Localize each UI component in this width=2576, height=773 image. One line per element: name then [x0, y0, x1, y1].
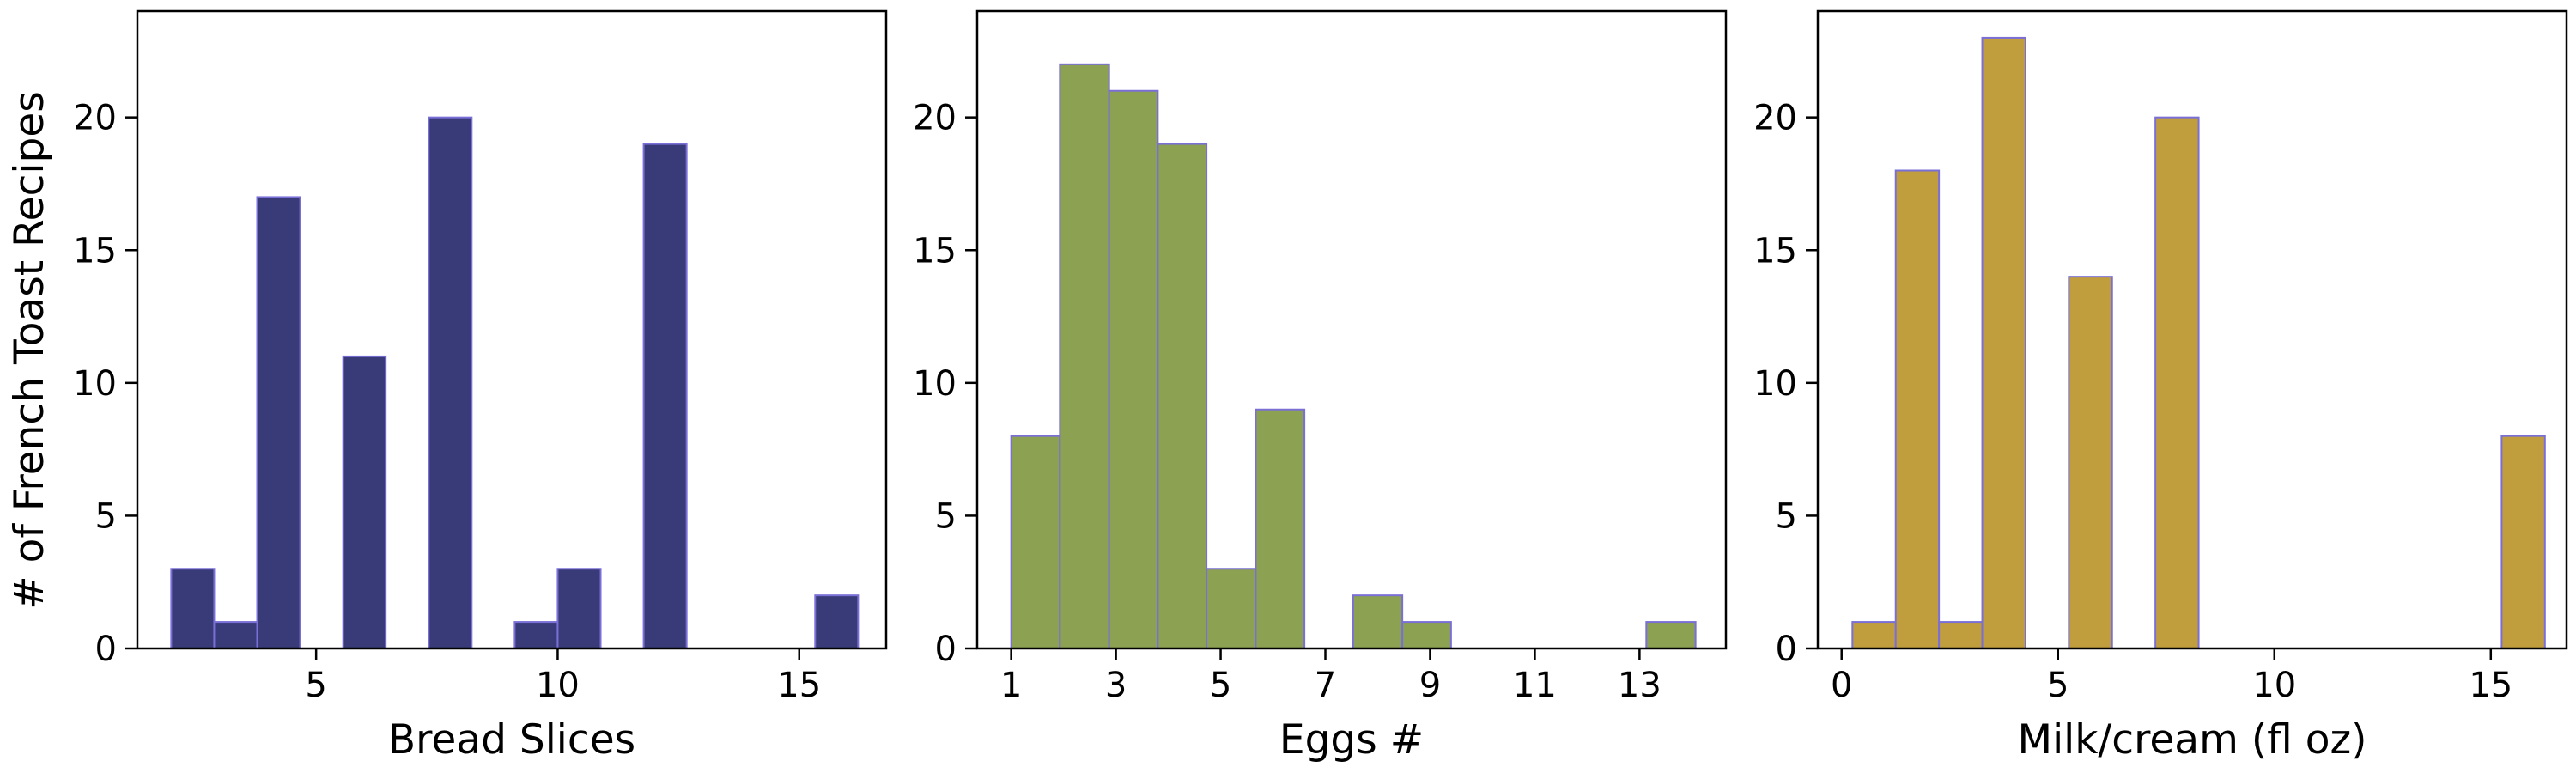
histogram-bar [1645, 621, 1697, 649]
y-tick-label: 15 [1753, 231, 1797, 271]
histogram-bar [1255, 408, 1306, 649]
histogram-bar [213, 621, 258, 649]
histogram-bar [1157, 143, 1208, 650]
histogram-bar [342, 355, 387, 649]
x-tick-label: 10 [2252, 666, 2296, 705]
histogram-bar [513, 621, 559, 649]
x-tick-label: 3 [1105, 666, 1127, 705]
histogram-bar [1059, 63, 1110, 650]
x-axis-label: Bread Slices [388, 716, 635, 764]
plot-frame [975, 9, 1728, 650]
x-tick-label: 9 [1419, 666, 1441, 705]
histogram-bar [1401, 621, 1452, 649]
histogram-bar [2068, 276, 2113, 649]
histogram-bar [1206, 568, 1257, 649]
y-tick-label: 20 [1753, 99, 1797, 138]
y-tick-label: 5 [935, 496, 957, 536]
y-tick-label: 5 [1776, 496, 1797, 536]
histogram-bar [556, 568, 602, 649]
x-tick-label: 0 [1831, 666, 1852, 705]
y-tick-label: 10 [73, 364, 117, 404]
histogram-bar [814, 594, 860, 650]
y-tick-label: 5 [95, 496, 117, 536]
y-axis-label: # of French Toast Recipes [6, 91, 53, 609]
y-tick-label: 0 [95, 630, 117, 669]
histogram-panel-1: 5 10 15 0 5 10 15 20 Bread Slices [73, 9, 888, 764]
histogram-bar [1352, 594, 1404, 650]
y-tick-label: 0 [1776, 630, 1797, 669]
plot-frame [136, 9, 888, 650]
y-tick-label: 20 [913, 99, 957, 138]
histogram-panel-3: 0 5 10 15 0 5 10 15 20 Milk/cream (fl oz) [1753, 9, 2568, 764]
plot-frame [1816, 9, 2568, 650]
histogram-bar [256, 196, 301, 649]
histogram-bar [1010, 435, 1061, 649]
x-axis-label: Milk/cream (fl oz) [2018, 716, 2367, 764]
histogram-bar [170, 568, 216, 649]
histogram-bar [428, 116, 473, 649]
x-tick-label: 5 [1210, 666, 1231, 705]
x-axis-label: Eggs # [1279, 716, 1424, 764]
x-tick-label: 13 [1618, 666, 1662, 705]
histogram-bar [2500, 435, 2546, 649]
x-tick-label: 5 [2047, 666, 2069, 705]
y-tick-label: 0 [935, 630, 957, 669]
y-tick-label: 15 [73, 231, 117, 271]
x-tick-label: 10 [536, 666, 580, 705]
histogram-bar [1981, 36, 2026, 649]
x-tick-label: 5 [305, 666, 326, 705]
histogram-bar [1851, 621, 1897, 649]
y-tick-label: 10 [1753, 364, 1797, 404]
histogram-bar [2154, 116, 2200, 649]
y-tick-label: 15 [913, 231, 957, 271]
histogram-bar [1108, 89, 1159, 649]
histogram-bar [642, 143, 688, 650]
x-tick-label: 15 [2469, 666, 2512, 705]
histogram-bar [1894, 169, 1941, 649]
x-tick-label: 11 [1513, 666, 1557, 705]
x-tick-label: 15 [777, 666, 821, 705]
histogram-bar [1938, 621, 1984, 649]
y-tick-label: 20 [73, 99, 117, 138]
x-tick-label: 1 [1000, 666, 1022, 705]
y-tick-label: 10 [913, 364, 957, 404]
x-tick-label: 7 [1315, 666, 1336, 705]
